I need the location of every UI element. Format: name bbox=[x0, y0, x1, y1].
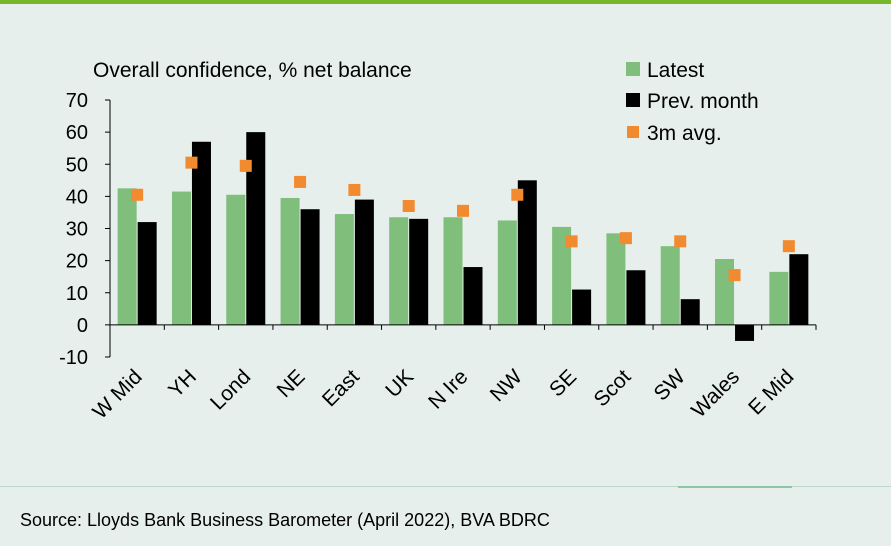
top-accent-bar bbox=[0, 0, 891, 4]
bar-prev-month bbox=[300, 209, 320, 325]
source-note: Source: Lloyds Bank Business Barometer (… bbox=[20, 510, 550, 530]
legend-label: 3m avg. bbox=[647, 122, 722, 145]
bar-latest bbox=[280, 197, 300, 325]
bar-prev-month bbox=[735, 324, 755, 341]
bar-prev-month bbox=[137, 222, 157, 325]
bar-latest bbox=[117, 188, 137, 325]
x-tick-label: UK bbox=[381, 365, 418, 402]
bar-latest bbox=[443, 217, 463, 325]
bar-latest bbox=[389, 217, 409, 325]
bar-prev-month bbox=[680, 299, 700, 325]
bar-prev-month bbox=[191, 141, 211, 325]
bar-latest bbox=[606, 233, 626, 325]
x-tick-label: NW bbox=[486, 365, 527, 406]
bar-latest bbox=[171, 191, 191, 325]
bar-latest bbox=[552, 226, 572, 325]
x-tick-label: Wales bbox=[687, 365, 744, 422]
bar-layer bbox=[117, 132, 809, 341]
marker-3m-avg bbox=[674, 235, 687, 248]
y-tick-label: 60 bbox=[66, 122, 88, 144]
chart: Overall confidence, % net balance -10 0 10… bbox=[59, 59, 817, 424]
x-tick-label: E Mid bbox=[744, 365, 798, 419]
y-tick-label: 70 bbox=[66, 90, 88, 112]
legend-label: Prev. month bbox=[647, 90, 759, 113]
marker-3m-avg bbox=[239, 159, 252, 172]
legend-swatch bbox=[626, 93, 640, 107]
x-tick-label: Scot bbox=[589, 365, 635, 411]
bar-prev-month bbox=[572, 289, 592, 325]
y-tick-label: -10 bbox=[59, 347, 88, 369]
y-tick-label: 50 bbox=[66, 154, 88, 176]
marker-3m-avg bbox=[402, 200, 415, 213]
marker-3m-avg bbox=[511, 188, 524, 201]
marker-3m-avg bbox=[131, 188, 144, 201]
bar-prev-month bbox=[463, 267, 483, 325]
y-tick-label: 40 bbox=[66, 186, 88, 208]
marker-3m-avg bbox=[457, 204, 469, 217]
marker-3m-avg bbox=[294, 175, 307, 188]
footer-accent-line bbox=[678, 486, 792, 488]
bar-latest bbox=[497, 220, 517, 325]
bar-prev-month bbox=[626, 270, 646, 325]
bar-prev-month bbox=[409, 218, 429, 325]
bar-latest bbox=[769, 271, 789, 325]
y-tick-label: 0 bbox=[77, 315, 88, 337]
bar-prev-month bbox=[517, 180, 537, 325]
bar-latest bbox=[715, 259, 735, 325]
x-tick-label: NE bbox=[273, 365, 310, 402]
marker-layer bbox=[131, 156, 795, 282]
marker-3m-avg bbox=[348, 183, 361, 196]
y-tick-label: 30 bbox=[66, 219, 88, 241]
legend-swatch bbox=[626, 62, 640, 76]
y-tick-label: 20 bbox=[66, 251, 88, 273]
x-tick-label: SW bbox=[650, 365, 690, 405]
x-tick-label: W Mid bbox=[88, 365, 146, 423]
x-tick-label: YH bbox=[164, 365, 201, 402]
y-tick-label: 10 bbox=[66, 283, 88, 305]
bar-prev-month bbox=[789, 254, 809, 325]
bar-latest bbox=[226, 194, 246, 325]
footer-divider bbox=[0, 486, 891, 487]
bar-latest bbox=[334, 214, 354, 325]
x-tick-label: N Ire bbox=[424, 365, 472, 413]
bar-prev-month bbox=[354, 199, 374, 325]
bar-prev-month bbox=[246, 132, 266, 325]
chart-title: Overall confidence, % net balance bbox=[93, 59, 412, 82]
marker-3m-avg bbox=[185, 156, 198, 169]
x-tick-label: Lond bbox=[206, 365, 255, 414]
marker-3m-avg bbox=[782, 240, 795, 253]
marker-3m-avg bbox=[565, 235, 578, 248]
marker-3m-avg bbox=[619, 232, 632, 245]
legend-swatch bbox=[627, 126, 639, 138]
legend-label: Latest bbox=[647, 59, 704, 82]
x-tick-label: SE bbox=[545, 365, 581, 401]
x-tick-label: East bbox=[318, 365, 364, 411]
marker-3m-avg bbox=[728, 269, 741, 282]
bar-latest bbox=[660, 246, 680, 325]
legend: Latest Prev. month 3m avg. bbox=[626, 59, 759, 145]
